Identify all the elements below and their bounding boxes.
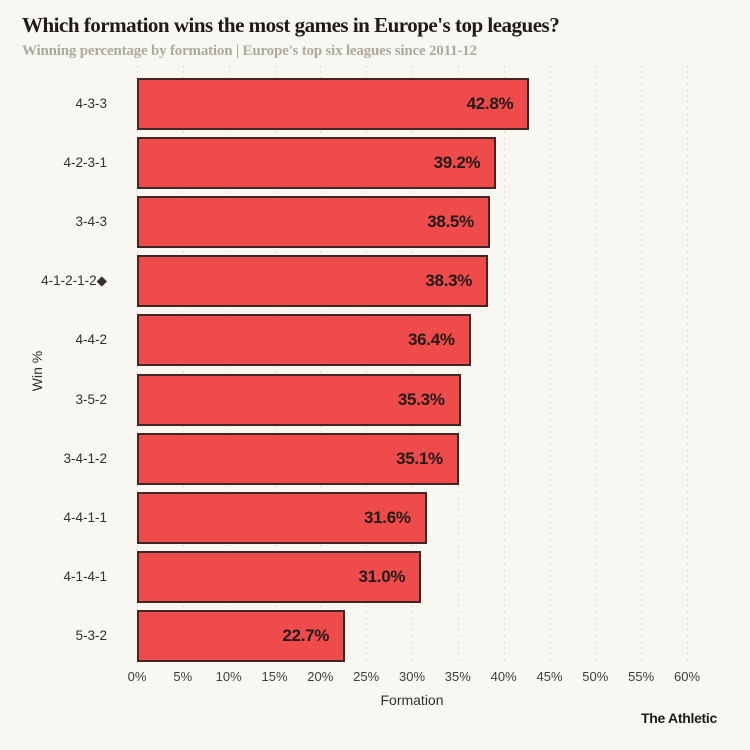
gridline — [595, 65, 597, 663]
x-tick-label: 25% — [353, 669, 380, 684]
x-tick-label: 45% — [536, 669, 563, 684]
plot-area: 42.8% 39.2% 38.5% 38.3% 36.4% 35.3% 35.1% 31.6%… — [137, 65, 688, 663]
x-tick-label: 15% — [261, 669, 288, 684]
y-category-label: 3-4-3 — [75, 214, 107, 230]
y-category-label: 3-5-2 — [75, 391, 107, 407]
bar-value-label: 38.3% — [425, 271, 473, 291]
gridline — [641, 65, 643, 663]
bar-4-1-4-1: 31.0% — [137, 550, 422, 603]
x-tick-label: 10% — [215, 669, 242, 684]
bar-value-label: 42.8% — [466, 94, 514, 113]
bar-value-label: 35.1% — [396, 448, 443, 468]
bar-5-3-2: 22.7% — [137, 609, 346, 662]
gridline — [687, 65, 688, 663]
bar-value-label: 31.6% — [363, 507, 411, 527]
bar-4-3-3: 42.8% — [137, 78, 530, 130]
source-credit: The Athletic — [641, 710, 717, 726]
bar-4-4-2: 36.4% — [137, 314, 471, 367]
x-tick-label: 20% — [307, 669, 334, 684]
bar-4-4-1-1: 31.6% — [137, 491, 427, 544]
x-tick-label: 40% — [490, 669, 517, 684]
chart-subtitle: Winning percentage by formation | Europe… — [22, 43, 477, 59]
x-tick-label: 50% — [582, 669, 609, 684]
x-tick-label: 35% — [444, 669, 471, 684]
bar-3-4-3: 38.5% — [137, 196, 490, 249]
x-tick-label: 0% — [127, 669, 147, 684]
x-axis-title: Formation — [380, 692, 444, 708]
bar-value-label: 36.4% — [407, 330, 455, 350]
bar-value-label: 39.2% — [433, 153, 481, 173]
bar-3-5-2: 35.3% — [137, 373, 461, 426]
x-tick-label: 55% — [628, 669, 655, 684]
y-category-label: 4-3-3 — [75, 96, 107, 111]
y-category-label: 4-1-4-1 — [63, 568, 107, 584]
page-title: Which formation wins the most games in E… — [22, 13, 560, 37]
bar-value-label: 31.0% — [358, 566, 406, 586]
y-category-label: 3-4-1-2 — [63, 450, 107, 466]
bar-4-2-3-1: 39.2% — [137, 137, 497, 190]
y-category-label: 4-4-1-1 — [63, 509, 107, 525]
y-category-label: 4-1-2-1-2◆ — [41, 273, 107, 289]
bar-value-label: 22.7% — [282, 625, 330, 645]
y-category-label: 5-3-2 — [75, 627, 107, 643]
bar-value-label: 35.3% — [397, 389, 445, 409]
y-category-label: 4-4-2 — [75, 332, 107, 348]
x-tick-label: 30% — [398, 669, 426, 684]
bar-4-1-2-1-2: 38.3% — [137, 255, 489, 308]
bar-value-label: 38.5% — [427, 212, 474, 232]
gridline — [503, 65, 505, 663]
x-tick-label: 5% — [173, 669, 193, 684]
bar-3-4-1-2: 35.1% — [137, 432, 459, 485]
y-category-label: 4-2-3-1 — [63, 155, 107, 171]
x-tick-label: 60% — [673, 669, 701, 684]
gridline — [549, 65, 551, 663]
